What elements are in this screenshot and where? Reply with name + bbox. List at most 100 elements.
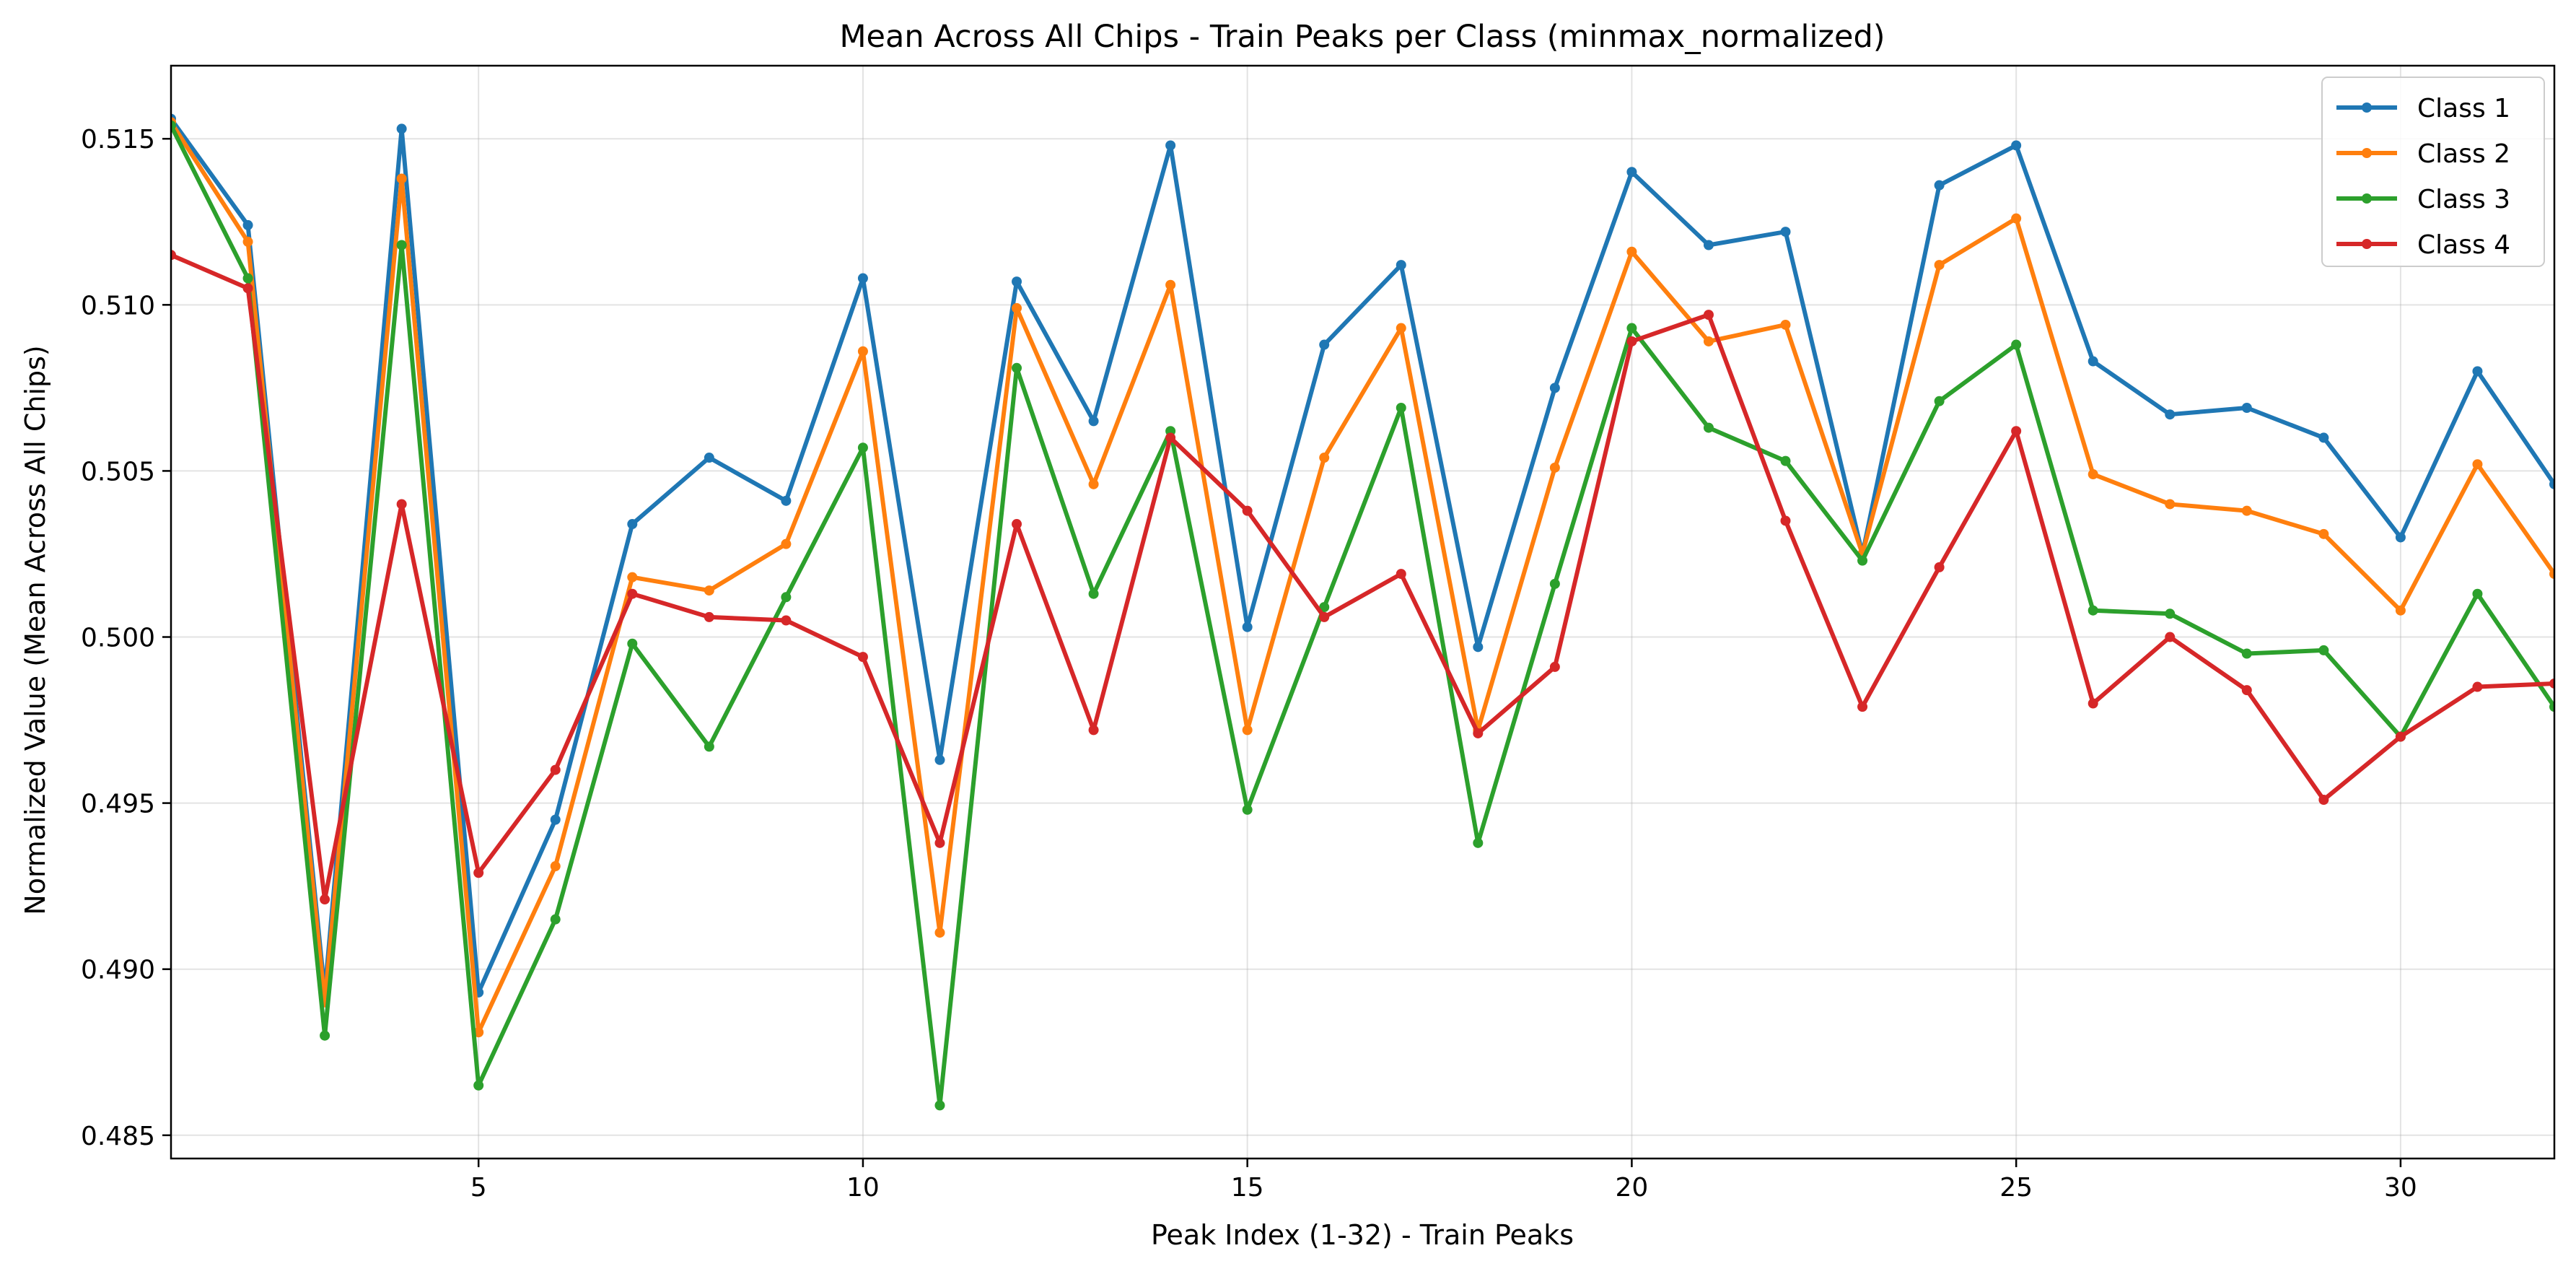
legend-label: Class 4 bbox=[2417, 230, 2510, 260]
data-point bbox=[242, 219, 253, 230]
data-point bbox=[781, 592, 792, 603]
data-point bbox=[1473, 837, 1484, 848]
series-line bbox=[171, 123, 2554, 1108]
data-point bbox=[320, 894, 330, 905]
data-point bbox=[2549, 569, 2554, 580]
legend-marker bbox=[2362, 193, 2372, 204]
x-tick-label: 15 bbox=[1231, 1173, 1264, 1203]
data-point bbox=[857, 442, 868, 453]
data-point bbox=[242, 283, 253, 294]
data-point bbox=[2241, 402, 2252, 413]
data-point bbox=[1012, 519, 1022, 530]
ticks: 5 10 15 20 25 30 0.485 0.490 0.495 0.500 0.505 0.51… bbox=[81, 125, 2417, 1203]
data-point bbox=[1703, 422, 1714, 433]
data-point bbox=[781, 615, 792, 626]
legend-item: Class 1 bbox=[2336, 94, 2510, 123]
data-point bbox=[1242, 505, 1253, 516]
x-tick-label: 30 bbox=[2384, 1173, 2417, 1203]
data-point bbox=[2011, 426, 2022, 437]
data-point bbox=[704, 585, 714, 596]
x-axis-label: Peak Index (1-32) - Train Peaks bbox=[1151, 1219, 1574, 1251]
data-point bbox=[1626, 246, 1637, 257]
data-point bbox=[1012, 276, 1022, 287]
legend-item: Class 2 bbox=[2336, 139, 2510, 169]
data-point bbox=[1857, 702, 1868, 712]
data-point bbox=[1473, 728, 1484, 738]
data-point bbox=[1242, 725, 1253, 736]
legend: Class 1 Class 2 Class 3 Class 4 bbox=[2321, 77, 2545, 267]
data-point bbox=[1626, 167, 1637, 178]
data-point bbox=[1934, 180, 1945, 191]
data-point bbox=[2318, 645, 2329, 655]
data-point bbox=[1088, 479, 1099, 489]
legend-label: Class 3 bbox=[2417, 185, 2510, 214]
data-point bbox=[627, 519, 638, 530]
data-point bbox=[2549, 678, 2554, 689]
legend-marker bbox=[2362, 148, 2372, 158]
data-point bbox=[1396, 569, 1406, 580]
data-point bbox=[1549, 383, 1560, 393]
data-point bbox=[2395, 532, 2406, 543]
data-point bbox=[1626, 336, 1637, 346]
x-tick-label: 10 bbox=[846, 1173, 880, 1203]
data-point bbox=[2318, 432, 2329, 443]
data-point bbox=[2011, 339, 2022, 350]
data-point bbox=[2241, 685, 2252, 696]
data-point bbox=[1396, 260, 1406, 271]
data-point bbox=[2087, 469, 2098, 480]
data-point bbox=[1242, 804, 1253, 815]
data-point bbox=[2165, 608, 2176, 619]
legend-item: Class 3 bbox=[2336, 185, 2510, 214]
data-point bbox=[857, 346, 868, 357]
data-point bbox=[2087, 356, 2098, 367]
data-point bbox=[2472, 681, 2483, 692]
series-3 bbox=[171, 120, 2554, 1111]
data-point bbox=[2165, 499, 2176, 510]
legend-item: Class 4 bbox=[2336, 230, 2510, 260]
data-point bbox=[2011, 213, 2022, 224]
data-point bbox=[704, 741, 714, 752]
data-point bbox=[627, 572, 638, 583]
data-point bbox=[1780, 319, 1791, 330]
x-tick-label: 5 bbox=[470, 1173, 487, 1203]
data-point bbox=[1242, 621, 1253, 632]
data-point bbox=[473, 1080, 484, 1091]
data-point bbox=[1396, 402, 1406, 413]
data-point bbox=[171, 250, 176, 261]
legend-label: Class 2 bbox=[2417, 139, 2510, 169]
data-point bbox=[396, 173, 407, 184]
data-point bbox=[934, 928, 945, 938]
y-tick-label: 0.510 bbox=[81, 291, 155, 320]
y-tick-label: 0.505 bbox=[81, 457, 155, 487]
series-layer bbox=[171, 113, 2554, 1111]
data-point bbox=[396, 123, 407, 134]
data-point bbox=[627, 588, 638, 599]
data-point bbox=[1165, 279, 1176, 290]
data-point bbox=[2549, 702, 2554, 712]
data-point bbox=[1319, 602, 1330, 613]
data-point bbox=[2011, 140, 2022, 151]
data-point bbox=[934, 754, 945, 765]
data-point bbox=[2165, 632, 2176, 642]
data-point bbox=[1934, 260, 1945, 271]
series-2 bbox=[171, 117, 2554, 1038]
legend-marker bbox=[2362, 239, 2372, 249]
y-tick-label: 0.490 bbox=[81, 956, 155, 985]
legend-label: Class 1 bbox=[2417, 94, 2510, 123]
data-point bbox=[2472, 366, 2483, 377]
data-point bbox=[1549, 578, 1560, 589]
data-point bbox=[2087, 698, 2098, 709]
data-point bbox=[2087, 605, 2098, 616]
y-tick-label: 0.485 bbox=[81, 1122, 155, 1151]
data-point bbox=[1549, 661, 1560, 672]
y-tick-label: 0.495 bbox=[81, 790, 155, 819]
data-point bbox=[934, 1100, 945, 1111]
data-point bbox=[1088, 588, 1099, 599]
data-point bbox=[1012, 302, 1022, 313]
series-4 bbox=[171, 250, 2554, 905]
data-point bbox=[2472, 588, 2483, 599]
data-point bbox=[1780, 227, 1791, 237]
data-point bbox=[1088, 416, 1099, 427]
data-point bbox=[2549, 479, 2554, 489]
